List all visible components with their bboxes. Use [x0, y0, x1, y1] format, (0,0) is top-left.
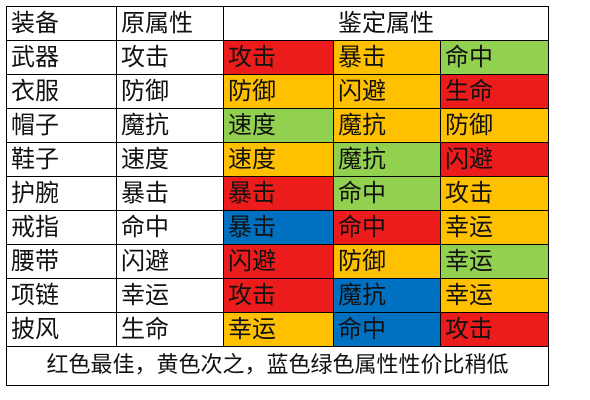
identified-attribute-cell: 闪避	[223, 244, 334, 279]
table-row: 护腕 暴击 暴击 命中 攻击	[6, 176, 549, 211]
identified-attribute-cell: 魔抗	[333, 278, 441, 313]
identified-attribute-cell: 命中	[333, 312, 441, 347]
equipment-attribute-table: 装备 原属性 鉴定属性 武器 攻击 攻击 暴击 命中 衣服 防御 防御 闪避 生命 帽子 魔抗 速度 魔抗…	[6, 6, 549, 386]
identified-attribute-cell: 暴击	[223, 176, 334, 211]
table-row: 戒指 命中 暴击 命中 幸运	[6, 210, 549, 245]
table-row: 衣服 防御 防御 闪避 生命	[6, 74, 549, 109]
table-row: 项链 幸运 攻击 魔抗 幸运	[6, 278, 549, 313]
equipment-name: 衣服	[6, 74, 117, 109]
identified-attribute-cell: 闪避	[440, 142, 549, 177]
identified-attribute-cell: 攻击	[440, 176, 549, 211]
identified-attribute-cell: 攻击	[223, 40, 334, 75]
identified-attribute-cell: 命中	[333, 210, 441, 245]
equipment-table-container: 装备 原属性 鉴定属性 武器 攻击 攻击 暴击 命中 衣服 防御 防御 闪避 生命 帽子 魔抗 速度 魔抗…	[6, 6, 549, 386]
table-row: 腰带 闪避 闪避 防御 幸运	[6, 244, 549, 279]
header-equipment: 装备	[6, 6, 117, 41]
identified-attribute-cell: 防御	[223, 74, 334, 109]
equipment-name: 腰带	[6, 244, 117, 279]
footer-row: 红色最佳，黄色次之，蓝色绿色属性性价比稍低	[6, 346, 549, 386]
identified-attribute-cell: 幸运	[440, 278, 549, 313]
original-attribute: 命中	[116, 210, 224, 245]
original-attribute: 幸运	[116, 278, 224, 313]
header-original-attribute: 原属性	[116, 6, 224, 41]
identified-attribute-cell: 暴击	[333, 40, 441, 75]
original-attribute: 暴击	[116, 176, 224, 211]
original-attribute: 魔抗	[116, 108, 224, 143]
table-row: 帽子 魔抗 速度 魔抗 防御	[6, 108, 549, 143]
identified-attribute-cell: 攻击	[440, 312, 549, 347]
identified-attribute-cell: 防御	[440, 108, 549, 143]
identified-attribute-cell: 速度	[223, 142, 334, 177]
identified-attribute-cell: 命中	[333, 176, 441, 211]
identified-attribute-cell: 生命	[440, 74, 549, 109]
equipment-name: 戒指	[6, 210, 117, 245]
original-attribute: 闪避	[116, 244, 224, 279]
footer-note: 红色最佳，黄色次之，蓝色绿色属性性价比稍低	[6, 346, 549, 386]
equipment-name: 护腕	[6, 176, 117, 211]
table-row: 鞋子 速度 速度 魔抗 闪避	[6, 142, 549, 177]
original-attribute: 生命	[116, 312, 224, 347]
identified-attribute-cell: 攻击	[223, 278, 334, 313]
identified-attribute-cell: 幸运	[440, 244, 549, 279]
equipment-name: 帽子	[6, 108, 117, 143]
equipment-name: 武器	[6, 40, 117, 75]
equipment-name: 项链	[6, 278, 117, 313]
table-row: 武器 攻击 攻击 暴击 命中	[6, 40, 549, 75]
identified-attribute-cell: 幸运	[440, 210, 549, 245]
identified-attribute-cell: 魔抗	[333, 108, 441, 143]
header-identified-attribute: 鉴定属性	[223, 6, 549, 41]
equipment-name: 披风	[6, 312, 117, 347]
original-attribute: 防御	[116, 74, 224, 109]
identified-attribute-cell: 幸运	[223, 312, 334, 347]
table-header-row: 装备 原属性 鉴定属性	[6, 6, 549, 41]
original-attribute: 速度	[116, 142, 224, 177]
table-row: 披风 生命 幸运 命中 攻击	[6, 312, 549, 347]
identified-attribute-cell: 闪避	[333, 74, 441, 109]
equipment-name: 鞋子	[6, 142, 117, 177]
identified-attribute-cell: 速度	[223, 108, 334, 143]
identified-attribute-cell: 暴击	[223, 210, 334, 245]
identified-attribute-cell: 命中	[440, 40, 549, 75]
identified-attribute-cell: 防御	[333, 244, 441, 279]
identified-attribute-cell: 魔抗	[333, 142, 441, 177]
original-attribute: 攻击	[116, 40, 224, 75]
